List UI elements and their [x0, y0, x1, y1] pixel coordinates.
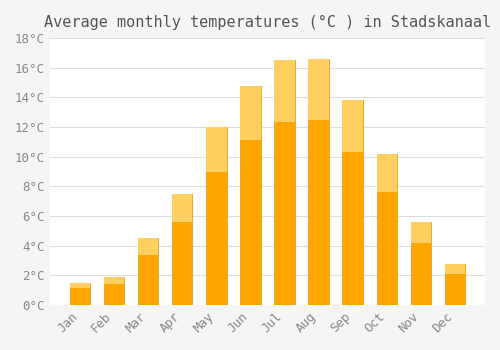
Bar: [308, 59, 329, 120]
Bar: [172, 194, 193, 222]
Bar: [445, 264, 465, 305]
Bar: [376, 154, 397, 305]
Bar: [206, 127, 227, 172]
Bar: [274, 60, 294, 305]
Bar: [410, 222, 431, 243]
Bar: [308, 59, 329, 305]
Bar: [70, 283, 90, 305]
Bar: [410, 222, 431, 305]
Bar: [70, 283, 90, 288]
Bar: [240, 86, 260, 140]
Bar: [445, 264, 465, 274]
Title: Average monthly temperatures (°C ) in Stadskanaal: Average monthly temperatures (°C ) in St…: [44, 15, 491, 30]
Bar: [138, 238, 158, 255]
Bar: [240, 86, 260, 305]
Bar: [206, 127, 227, 305]
Bar: [274, 60, 294, 121]
Bar: [172, 194, 193, 305]
Bar: [342, 100, 363, 305]
Bar: [104, 277, 124, 284]
Bar: [342, 100, 363, 152]
Bar: [104, 277, 124, 305]
Bar: [376, 154, 397, 191]
Bar: [138, 238, 158, 305]
